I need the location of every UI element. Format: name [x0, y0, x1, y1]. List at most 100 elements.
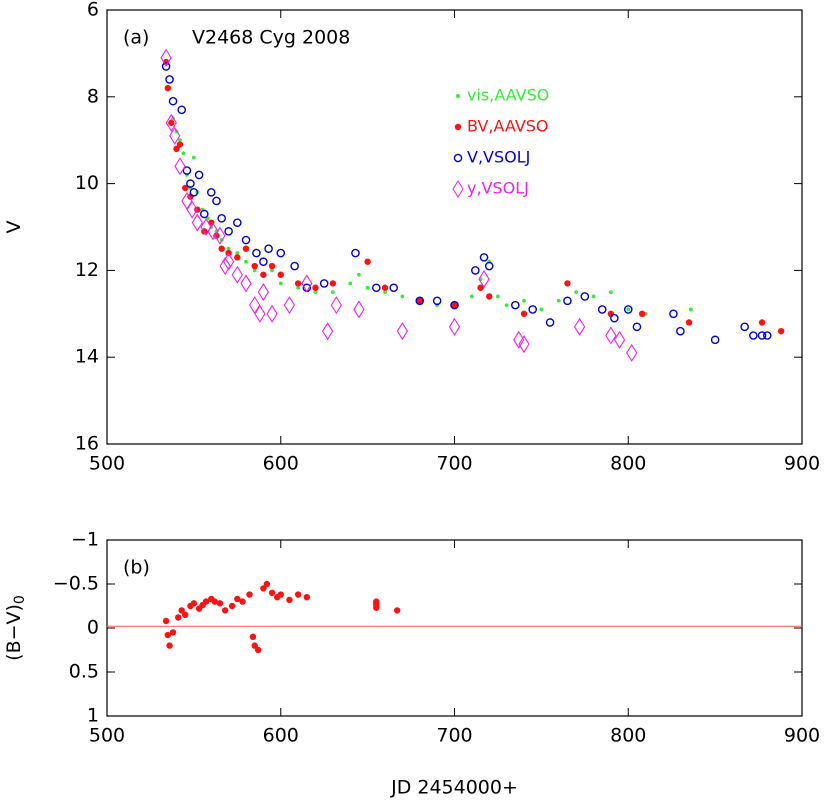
point	[231, 265, 243, 284]
y-tick-label: 12	[75, 259, 99, 281]
point	[610, 313, 619, 323]
point	[216, 600, 224, 607]
point	[226, 246, 231, 251]
point	[591, 294, 596, 299]
x-axis-label: JD 2454000+	[390, 777, 518, 799]
point	[348, 281, 353, 286]
y-tick-label: 1	[87, 705, 99, 727]
point	[162, 617, 170, 625]
point	[416, 297, 423, 304]
x-tick-label: 700	[436, 725, 472, 747]
point	[432, 296, 442, 306]
point	[254, 304, 266, 323]
panel-label: (b)	[123, 557, 150, 579]
point	[169, 629, 177, 636]
point	[353, 300, 365, 319]
point	[268, 589, 276, 596]
point	[329, 280, 337, 287]
point	[211, 598, 218, 605]
point	[357, 272, 361, 277]
point	[259, 257, 268, 267]
point	[296, 285, 301, 290]
point	[396, 322, 409, 341]
point	[186, 200, 198, 219]
legend-marker	[454, 123, 462, 131]
point	[228, 602, 236, 610]
point	[740, 322, 749, 332]
point	[685, 319, 693, 326]
legend-label: BV,AAVSO	[467, 117, 549, 136]
point	[330, 296, 342, 315]
point	[260, 271, 267, 278]
point	[669, 309, 678, 319]
point	[212, 196, 221, 206]
point	[777, 327, 785, 335]
point	[496, 294, 500, 299]
point	[626, 307, 631, 312]
point	[176, 141, 184, 148]
x-tick-label: 900	[784, 725, 820, 747]
point	[613, 330, 626, 349]
point	[520, 310, 528, 317]
point	[563, 296, 572, 306]
point	[186, 179, 195, 188]
point	[246, 591, 253, 598]
point	[202, 598, 210, 605]
point	[286, 596, 293, 604]
point	[206, 187, 216, 197]
point	[393, 607, 401, 614]
point	[522, 298, 526, 303]
point	[676, 326, 685, 336]
point	[218, 245, 225, 252]
y-axis-label-subscript: 0	[12, 595, 28, 604]
point	[242, 245, 250, 252]
y-tick-label: 16	[75, 433, 99, 455]
plot-frame	[106, 539, 803, 717]
point	[545, 318, 555, 327]
point	[240, 274, 252, 293]
point	[251, 262, 258, 270]
point	[252, 268, 257, 273]
point	[762, 331, 772, 340]
point	[219, 257, 231, 276]
point	[351, 248, 360, 258]
point	[749, 331, 758, 340]
y-tick-label: −1	[71, 529, 99, 551]
point	[189, 187, 199, 197]
legend-label: vis,AAVSO	[467, 86, 549, 105]
point	[383, 290, 387, 294]
point	[200, 217, 212, 237]
point	[277, 591, 284, 598]
point	[528, 305, 537, 314]
point	[365, 285, 370, 290]
legend-label: y,VSOLJ	[467, 179, 529, 198]
point	[190, 600, 198, 607]
point	[373, 598, 380, 605]
point	[276, 248, 286, 258]
point	[254, 646, 262, 654]
point	[597, 305, 607, 314]
point	[688, 307, 693, 312]
chart-title: V2468 Cyg 2008	[192, 27, 350, 49]
point	[164, 631, 172, 639]
point	[450, 300, 459, 310]
point	[221, 607, 229, 614]
point	[479, 253, 489, 262]
point	[638, 310, 646, 317]
point	[249, 296, 261, 315]
point	[244, 259, 248, 264]
point	[757, 331, 767, 340]
point	[165, 113, 177, 132]
x-tick-label: 600	[263, 725, 299, 747]
point	[178, 138, 182, 143]
point	[173, 145, 180, 153]
point	[573, 317, 586, 336]
y-tick-label: 10	[75, 172, 99, 194]
y-tick-label: 0	[87, 617, 99, 639]
point	[270, 268, 274, 273]
y-tick-label: 14	[75, 346, 99, 368]
point	[174, 157, 186, 176]
y-tick-label: 6	[87, 0, 99, 21]
point	[623, 305, 633, 314]
